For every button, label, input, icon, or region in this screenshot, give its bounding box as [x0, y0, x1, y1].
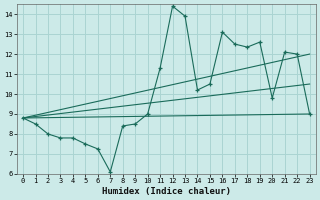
- X-axis label: Humidex (Indice chaleur): Humidex (Indice chaleur): [102, 187, 231, 196]
